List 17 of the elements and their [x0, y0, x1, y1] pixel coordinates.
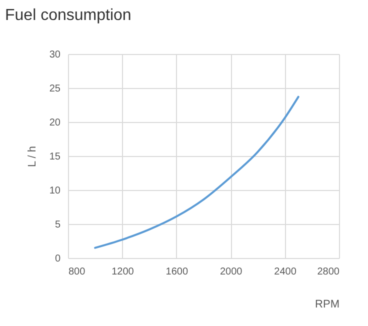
y-tick-label: 15	[49, 152, 61, 162]
x-tick-label: 800	[68, 266, 86, 278]
y-tick-label: 10	[49, 186, 61, 196]
y-tick-label: 0	[54, 254, 61, 264]
x-tick-label: 1600	[166, 266, 188, 278]
y-axis-title: L / h	[26, 146, 38, 167]
x-tick-label: 1200	[112, 266, 134, 278]
x-tick-label: 2000	[220, 266, 243, 278]
y-tick-label: 30	[49, 50, 61, 60]
chart-title: Fuel consumption	[5, 7, 132, 24]
line-series	[94, 96, 300, 249]
x-axis-title: RPM	[315, 298, 340, 310]
y-tick-label: 5	[54, 220, 61, 230]
y-tick-label: 25	[49, 84, 61, 94]
x-tick-label: 2400	[274, 266, 297, 278]
y-tick-label: 20	[49, 118, 61, 128]
x-tick-label: 2800	[317, 266, 340, 278]
